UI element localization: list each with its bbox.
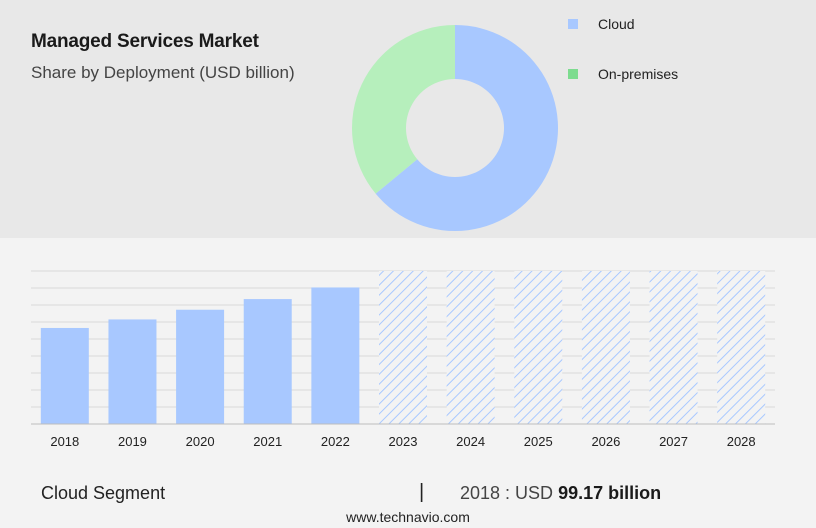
forecast-bar-2027 (649, 271, 698, 424)
segment-amount: 99.17 billion (558, 483, 662, 503)
x-tick-label-2024: 2024 (456, 434, 485, 449)
x-tick-label-2026: 2026 (591, 434, 620, 449)
bar-2019 (108, 319, 157, 424)
segment-year-label: 2018 : USD (460, 483, 554, 503)
x-tick-label-2023: 2023 (389, 434, 418, 449)
x-tick-label-2019: 2019 (118, 434, 147, 449)
bar-2021 (243, 299, 292, 424)
chart-title: Managed Services Market (31, 31, 259, 52)
x-tick-label-2021: 2021 (253, 434, 282, 449)
x-tick-label-2018: 2018 (50, 434, 79, 449)
legend-item-on-premises: On-premises (568, 64, 678, 84)
x-tick-label-2020: 2020 (186, 434, 215, 449)
legend: Cloud On-premises (568, 14, 678, 114)
bar-2022 (311, 287, 360, 424)
x-tick-label-2028: 2028 (727, 434, 756, 449)
legend-swatch-cloud (568, 19, 578, 29)
donut-slice-cloud (375, 25, 558, 232)
donut-chart (352, 25, 558, 232)
donut-slice-on-premises (352, 25, 455, 194)
bar-2018 (40, 327, 89, 424)
forecast-bar-2026 (581, 271, 630, 424)
chart-subtitle: Share by Deployment (USD billion) (31, 63, 295, 82)
forecast-bar-2028 (717, 271, 766, 424)
segment-value: 2018 : USD 99.17 billion (460, 483, 661, 504)
forecast-bar-2023 (379, 271, 427, 424)
x-tick-label-2027: 2027 (659, 434, 688, 449)
bar-chart: 2018 2019 2020 2021 2022 2023 2024 2025 2026 2027… (31, 270, 775, 449)
legend-label-cloud: Cloud (598, 16, 635, 32)
x-tick-label-2022: 2022 (321, 434, 350, 449)
legend-swatch-on-premises (568, 69, 578, 79)
forecast-bar-2025 (514, 271, 563, 424)
forecast-bar-2024 (446, 271, 495, 424)
legend-item-cloud: Cloud (568, 14, 678, 34)
segment-label: Cloud Segment (41, 483, 166, 503)
footer-separator: | (419, 481, 425, 503)
bar-2020 (176, 309, 225, 424)
legend-label-on-premises: On-premises (598, 66, 679, 82)
x-tick-label-2025: 2025 (524, 434, 553, 449)
source-url: www.technavio.com (346, 509, 470, 525)
